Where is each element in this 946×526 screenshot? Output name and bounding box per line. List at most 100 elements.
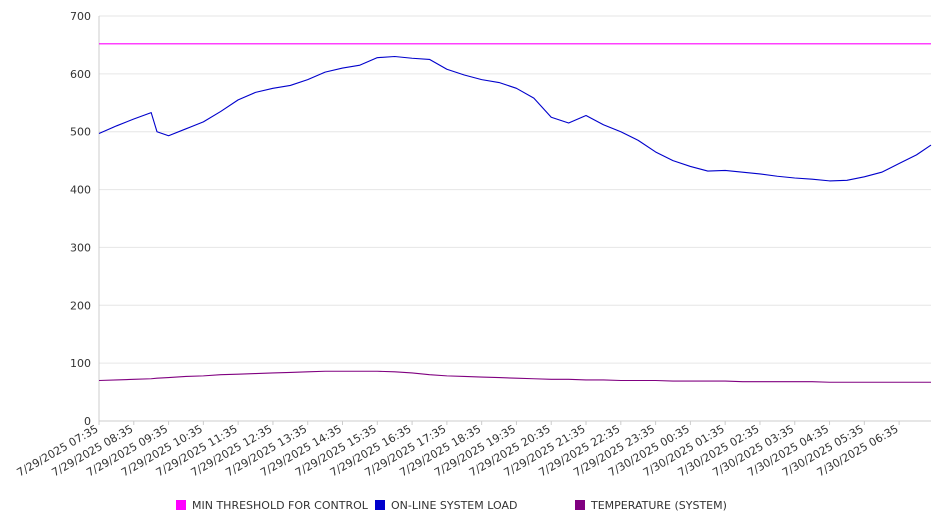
series-1 [98, 55, 932, 182]
y-tick-label: 500 [70, 126, 91, 139]
data-point [185, 376, 186, 377]
data-point [359, 371, 360, 372]
data-point [707, 380, 708, 381]
y-tick-label: 0 [84, 415, 91, 428]
series-line-temperature[interactable] [98, 370, 931, 383]
data-point [603, 124, 604, 125]
data-point [156, 131, 157, 132]
series-2 [98, 370, 931, 383]
data-point [220, 111, 221, 112]
data-point [133, 118, 134, 119]
data-point [620, 131, 621, 132]
data-point [255, 43, 256, 44]
series-line-system-load[interactable] [98, 55, 932, 182]
data-point [759, 43, 760, 44]
data-point [690, 166, 691, 167]
data-point [307, 43, 308, 44]
data-point [325, 72, 326, 73]
data-point [446, 69, 447, 70]
data-point [342, 43, 343, 44]
data-point [203, 43, 204, 44]
data-point [429, 374, 430, 375]
data-point [725, 43, 726, 44]
data-point [690, 43, 691, 44]
data-point [864, 176, 865, 177]
data-point [116, 43, 117, 44]
legend-swatch-temperature [575, 500, 585, 510]
data-point [516, 88, 517, 89]
data-point [133, 43, 134, 44]
data-point [203, 375, 204, 376]
data-point [690, 380, 691, 381]
data-point [672, 43, 673, 44]
data-point [864, 382, 865, 383]
data-point [342, 67, 343, 68]
data-point [742, 43, 743, 44]
data-point [307, 371, 308, 372]
data-point [603, 379, 604, 380]
data-point [655, 380, 656, 381]
data-point [359, 65, 360, 66]
data-point [672, 160, 673, 161]
data-point [377, 371, 378, 372]
data-point [464, 43, 465, 44]
data-point [307, 79, 308, 80]
data-point [185, 43, 186, 44]
data-point [98, 380, 99, 381]
data-point [533, 43, 534, 44]
data-point [638, 380, 639, 381]
legend-label-system-load: ON-LINE SYSTEM LOAD [391, 498, 518, 512]
data-point [377, 43, 378, 44]
data-point [568, 122, 569, 123]
data-point [759, 173, 760, 174]
data-point [238, 374, 239, 375]
legend: MIN THRESHOLD FOR CONTROL ON-LINE SYSTEM… [0, 496, 946, 516]
x-axis: 7/29/2025 07:357/29/2025 08:357/29/2025 … [15, 420, 931, 479]
data-point [342, 371, 343, 372]
data-point [899, 163, 900, 164]
data-point [777, 176, 778, 177]
data-point [794, 43, 795, 44]
data-point [290, 43, 291, 44]
legend-item-temperature[interactable]: TEMPERATURE (SYSTEM) [575, 496, 727, 514]
data-point [168, 43, 169, 44]
data-point [290, 372, 291, 373]
data-point [930, 43, 931, 44]
data-point [168, 377, 169, 378]
data-point [707, 170, 708, 171]
data-point [568, 43, 569, 44]
data-point [411, 372, 412, 373]
data-point [916, 43, 917, 44]
data-point [759, 381, 760, 382]
legend-item-threshold[interactable]: MIN THRESHOLD FOR CONTROL [176, 496, 368, 514]
data-point [272, 43, 273, 44]
data-point [411, 58, 412, 59]
data-point [829, 180, 830, 181]
data-point [899, 382, 900, 383]
legend-swatch-threshold [176, 500, 186, 510]
data-point [916, 154, 917, 155]
data-point [238, 99, 239, 100]
data-point [585, 115, 586, 116]
data-point [168, 135, 169, 136]
data-point [829, 43, 830, 44]
data-point [881, 43, 882, 44]
data-point [812, 179, 813, 180]
data-point [116, 379, 117, 380]
data-point [498, 377, 499, 378]
data-point [533, 98, 534, 99]
data-point [464, 74, 465, 75]
data-point [446, 43, 447, 44]
data-point [777, 43, 778, 44]
legend-item-system-load[interactable]: ON-LINE SYSTEM LOAD [375, 496, 517, 514]
data-point [481, 376, 482, 377]
data-point [429, 59, 430, 60]
data-point [290, 85, 291, 86]
data-point [725, 380, 726, 381]
data-point [551, 379, 552, 380]
data-point [156, 378, 157, 379]
data-point [930, 144, 931, 145]
data-point [916, 382, 917, 383]
data-point [481, 79, 482, 80]
